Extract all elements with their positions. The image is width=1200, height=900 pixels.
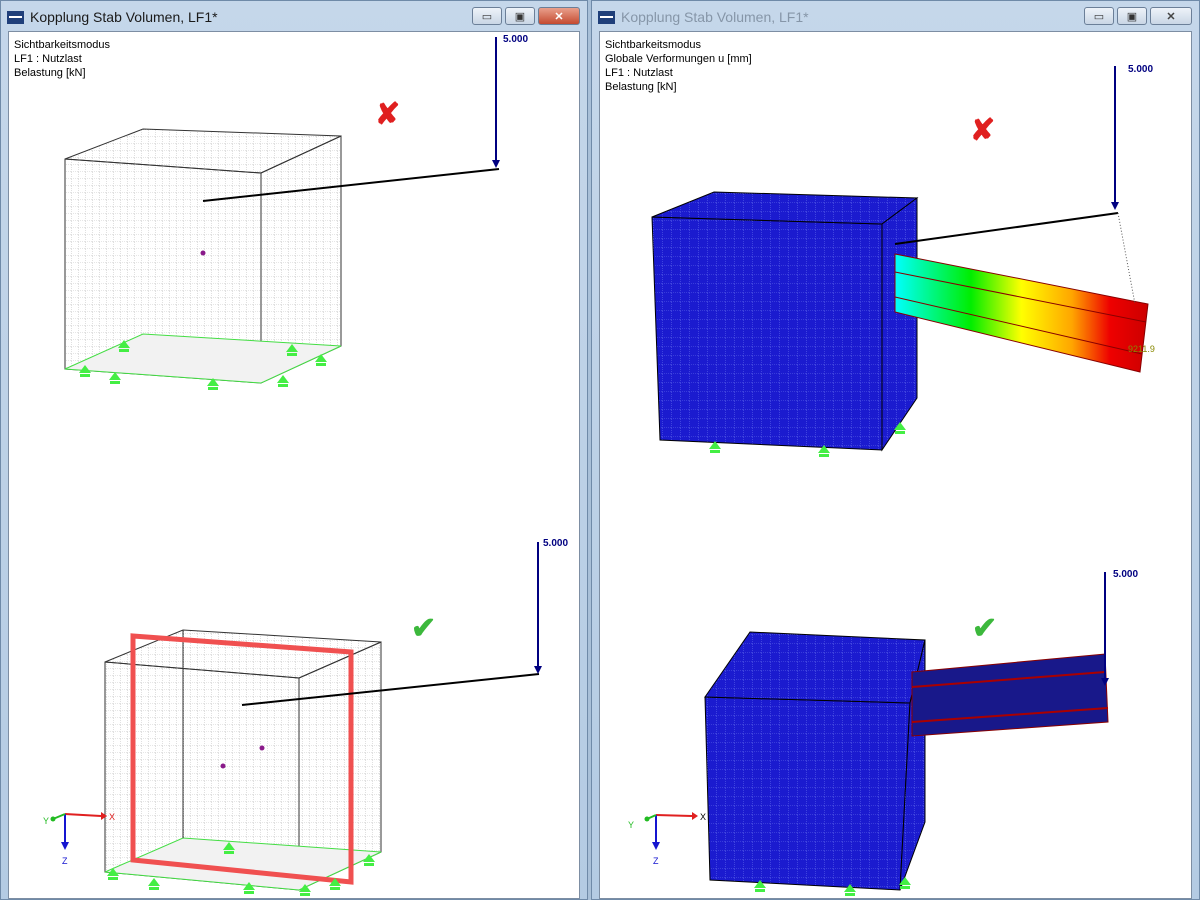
model-viewport[interactable]: Sichtbarkeitsmodus Globale Verformungen … — [599, 31, 1192, 899]
load-value: 5.000 — [543, 538, 568, 549]
maximize-button[interactable]: ▣ — [505, 7, 535, 25]
maximize-button[interactable]: ▣ — [1117, 7, 1147, 25]
axis-x-label: X — [700, 812, 706, 822]
minimize-button[interactable]: ▭ — [472, 7, 502, 25]
info-line: Sichtbarkeitsmodus — [605, 39, 701, 51]
beam-line — [894, 212, 1119, 245]
deformation-value: 9211.9 — [1128, 344, 1155, 354]
info-line: Sichtbarkeitsmodus — [14, 39, 110, 51]
load-value: 5.000 — [1113, 569, 1138, 580]
solid-bottom — [704, 631, 926, 891]
info-line: Belastung [kN] — [605, 81, 677, 93]
load-value: 5.000 — [1128, 64, 1153, 75]
right-window: Kopplung Stab Volumen, LF1* ▭ ▣ ✕ Sichtb… — [591, 0, 1200, 900]
window-title: Kopplung Stab Volumen, LF1* — [621, 9, 809, 25]
model-drawing: 5.000 ✘ 5.000 ✔ X Y Z — [43, 34, 568, 896]
results-drawing: 9211.9 5.000 ✘ 5.000 ✔ X Y Z — [628, 64, 1155, 896]
beam-line — [241, 673, 540, 706]
section-plane — [130, 633, 354, 885]
axis-triad: X Y Z — [628, 812, 706, 866]
solid-top — [651, 191, 919, 452]
left-window: Kopplung Stab Volumen, LF1* ▭ ▣ ✕ Sichtb… — [0, 0, 588, 900]
beam-line — [202, 168, 500, 202]
deformed-beam — [894, 253, 1149, 373]
axis-x-label: X — [109, 812, 115, 822]
close-button[interactable]: ✕ — [538, 7, 580, 25]
info-line: Globale Verformungen u [mm] — [605, 53, 752, 65]
info-line: LF1 : Nutzlast — [14, 53, 82, 65]
check-mark-icon: ✔ — [411, 612, 436, 645]
app-icon — [7, 10, 24, 24]
check-mark-icon: ✔ — [972, 612, 997, 645]
axis-y-label: Y — [43, 816, 49, 826]
wireframe-solid-bottom — [104, 629, 382, 891]
window-title: Kopplung Stab Volumen, LF1* — [30, 9, 218, 25]
info-line: Belastung [kN] — [14, 67, 86, 79]
app-icon — [598, 10, 615, 24]
window-title-bar[interactable]: Kopplung Stab Volumen, LF1* — [598, 7, 809, 27]
x-mark-icon: ✘ — [375, 98, 400, 131]
info-line: LF1 : Nutzlast — [605, 67, 673, 79]
minimize-button[interactable]: ▭ — [1084, 7, 1114, 25]
beam-bottom — [911, 653, 1109, 737]
info-panel: Sichtbarkeitsmodus LF1 : Nutzlast Belast… — [14, 38, 110, 80]
axis-z-label: Z — [62, 856, 68, 866]
deformation-line — [1117, 212, 1136, 305]
model-viewport[interactable]: Sichtbarkeitsmodus LF1 : Nutzlast Belast… — [8, 31, 580, 899]
axis-z-label: Z — [653, 856, 659, 866]
axis-triad: X Y Z — [43, 812, 115, 866]
x-mark-icon: ✘ — [970, 114, 995, 147]
load-value: 5.000 — [503, 34, 528, 45]
axis-y-label: Y — [628, 820, 634, 830]
wireframe-solid-top — [64, 128, 342, 384]
window-title-bar[interactable]: Kopplung Stab Volumen, LF1* — [7, 7, 218, 27]
info-panel: Sichtbarkeitsmodus Globale Verformungen … — [605, 38, 752, 94]
close-button[interactable]: ✕ — [1150, 7, 1192, 25]
